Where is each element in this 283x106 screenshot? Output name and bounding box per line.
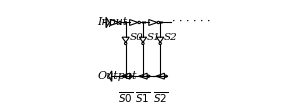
Circle shape [144,21,146,24]
Circle shape [125,21,127,24]
Circle shape [148,75,151,77]
Text: · · · · · ·: · · · · · · [172,17,211,26]
Circle shape [142,21,144,24]
Circle shape [125,75,127,77]
Text: $\overline{S0}$: $\overline{S0}$ [118,90,133,105]
Circle shape [166,75,168,77]
Text: $\overline{S1}$: $\overline{S1}$ [135,90,151,105]
Circle shape [161,21,163,24]
Text: S0: S0 [130,33,143,42]
Text: S2: S2 [164,33,178,42]
Text: $\overline{S2}$: $\overline{S2}$ [153,90,168,105]
Circle shape [125,21,127,24]
Text: Output: Output [97,71,137,81]
Polygon shape [106,17,110,28]
Polygon shape [108,71,112,81]
Circle shape [142,75,144,77]
Circle shape [159,75,161,77]
Text: Input: Input [97,17,128,27]
Circle shape [159,21,161,24]
Text: S1: S1 [147,33,160,42]
